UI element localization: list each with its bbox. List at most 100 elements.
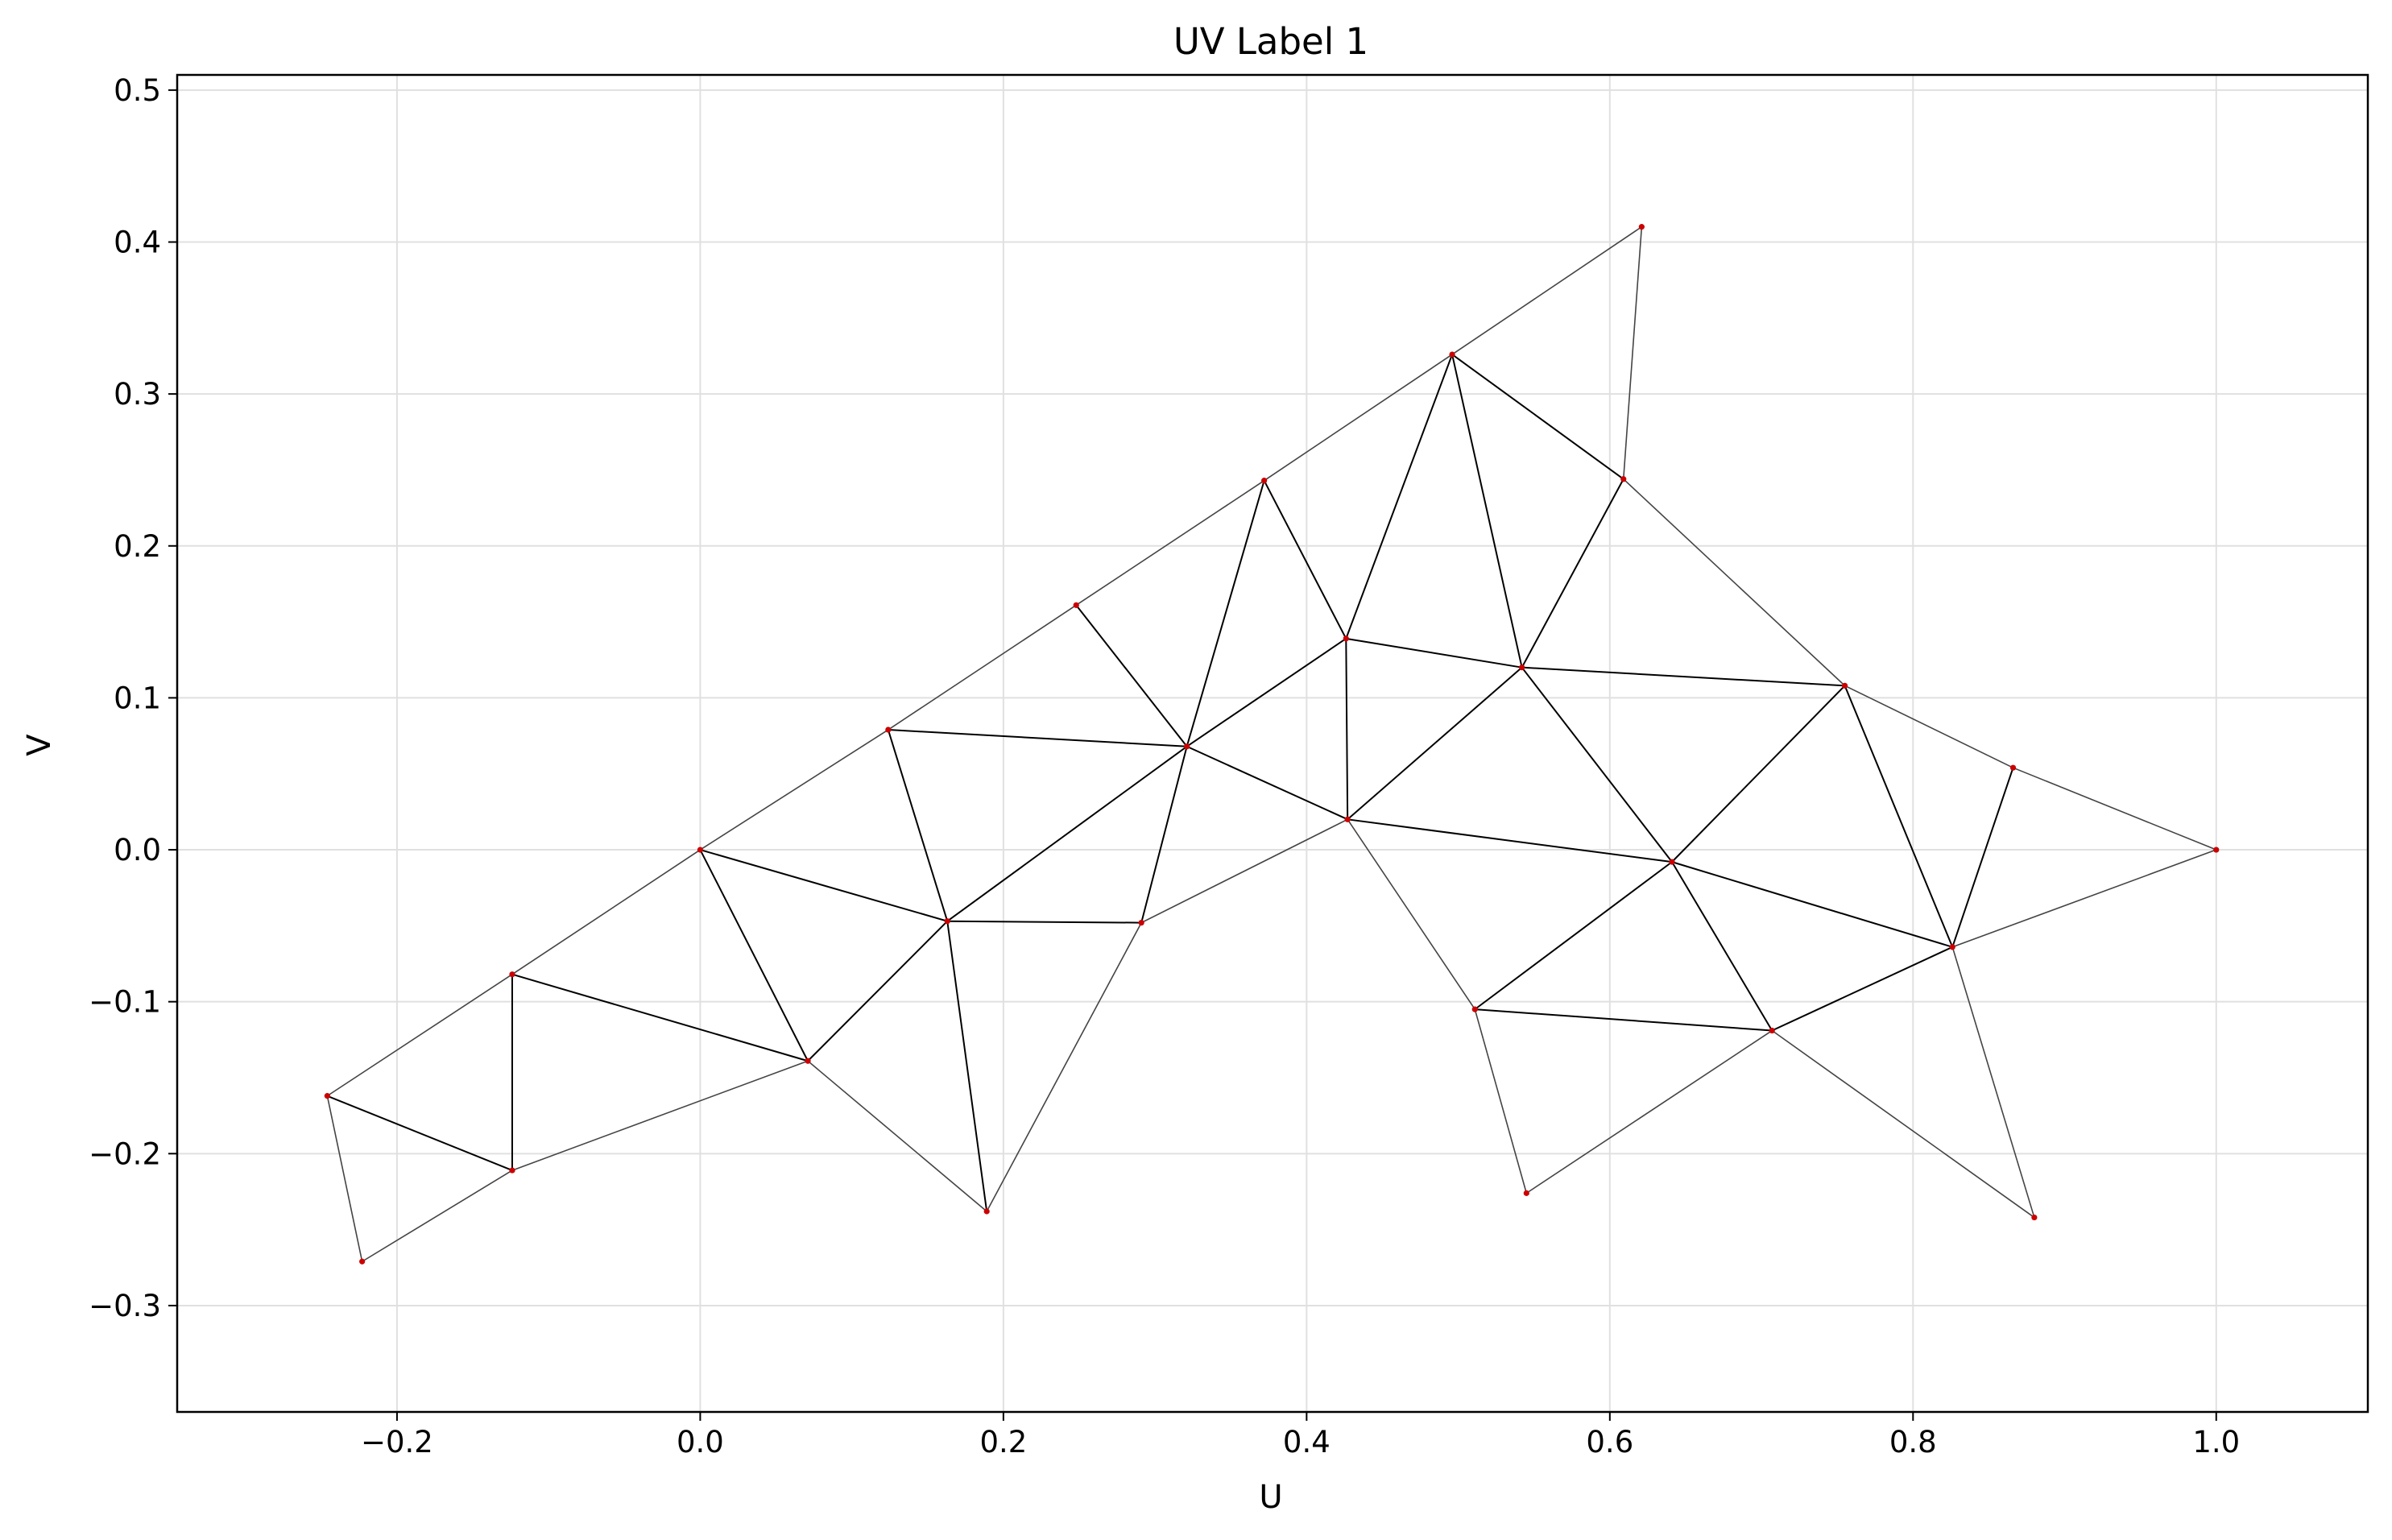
interior-edge [1671,861,1773,1032]
boundary-edge [1451,226,1642,355]
interior-edge [807,920,948,1062]
uv-vertex [697,847,704,853]
uv-vertex [1841,682,1848,689]
uv-vertex [2213,847,2220,853]
boundary-edge [1264,354,1453,482]
uv-vertex [1073,602,1079,608]
interior-edge [1671,861,1953,948]
interior-edge [1186,480,1265,747]
uv-vertex [509,971,515,978]
interior-edge [946,745,1188,922]
boundary-edge [1075,479,1265,606]
uv-vertex [1138,919,1144,926]
interior-edge [1346,637,1522,669]
uv-vertex [1523,1190,1529,1196]
boundary-edge [1525,1029,1773,1194]
y-tick-label: −0.2 [89,1136,161,1171]
y-axis-ticks: −0.3 −0.2 −0.1 0.0 0.1 0.2 0.3 0.4 0.5 [89,73,177,1323]
uv-vertex [885,727,892,733]
y-axis-title: V [21,734,58,756]
mesh-vertices [324,224,2220,1265]
y-tick-label: 0.3 [114,377,161,412]
x-axis-ticks: −0.2 0.0 0.2 0.4 0.6 0.8 1.0 [361,1412,2240,1459]
boundary-edge [2013,767,2217,851]
x-tick-label: 0.4 [1283,1425,1330,1459]
interior-edge [1186,745,1348,821]
interior-edge [326,1095,513,1171]
interior-edge [1140,746,1188,923]
plot-frame [176,73,2369,1414]
interior-edge [1451,354,1523,668]
uv-vertex [1261,478,1268,484]
x-tick-label: 0.0 [677,1425,724,1459]
uv-vertex [1471,1006,1478,1012]
interior-edge [1671,685,1846,863]
x-tick-label: 1.0 [2192,1425,2240,1459]
interior-edge [1844,685,1954,948]
interior-edge [1521,667,1673,863]
y-tick-label: 0.2 [114,529,161,564]
uv-vertex [1669,859,1675,865]
boundary-edge [326,974,513,1097]
uv-vertex [1343,635,1349,642]
boundary-edge [986,922,1142,1212]
uv-vertex [1769,1027,1775,1034]
interior-edge [1345,354,1453,640]
interior-edge [1951,767,2014,948]
interior-edge [1186,638,1347,747]
uv-vertex [805,1058,811,1064]
mesh-edges [326,226,2217,1262]
boundary-edge [326,1095,363,1262]
interior-edge [1521,478,1624,669]
boundary-edge [1140,818,1348,924]
boundary-edge [1771,1029,2035,1219]
interior-edge [1521,666,1845,687]
uv-vertex [1449,351,1455,358]
interior-edge [1771,946,1953,1032]
y-tick-label: 0.5 [114,73,161,108]
x-tick-label: 0.6 [1586,1425,1633,1459]
uv-vertex [1344,816,1351,822]
boundary-edge [1951,946,2035,1218]
boundary-edge [511,1060,809,1171]
boundary-edge [699,729,889,851]
interior-edge [1263,480,1347,640]
interior-edge [887,729,949,921]
uv-vertex [2031,1214,2038,1221]
y-tick-label: 0.1 [114,681,161,715]
boundary-edge [1844,685,2013,768]
boundary-edge [807,1060,987,1212]
boundary-edge [888,604,1077,731]
boundary-edge [362,1169,513,1262]
chart-title: UV Label 1 [1173,20,1368,63]
interior-edge [888,729,1187,747]
uv-vertex [1519,664,1525,671]
interior-edge [1474,861,1673,1010]
interior-edge [699,849,809,1062]
grid [177,75,2368,1412]
uv-vertex [1638,224,1645,230]
interior-edge [1347,666,1523,821]
y-tick-label: −0.1 [89,985,161,1020]
uv-vertex [359,1258,366,1265]
interior-edge [1347,818,1673,863]
boundary-edge [1623,478,1846,686]
y-tick-label: −0.3 [89,1289,161,1323]
x-tick-label: −0.2 [361,1425,433,1459]
uv-vertex [1949,944,1955,950]
interior-edge [1475,1008,1773,1032]
interior-edge [946,921,988,1212]
y-tick-label: 0.0 [114,833,161,867]
x-tick-label: 0.2 [979,1425,1027,1459]
uv-vertex [1184,743,1190,750]
interior-edge [947,920,1142,924]
interior-edge [511,973,809,1062]
uv-vertex [2009,764,2017,771]
uv-vertex [944,918,950,925]
interior-edge [1075,604,1188,747]
uv-vertex [509,1167,515,1174]
x-axis-title: U [1259,1479,1282,1516]
boundary-edge [1347,818,1475,1010]
